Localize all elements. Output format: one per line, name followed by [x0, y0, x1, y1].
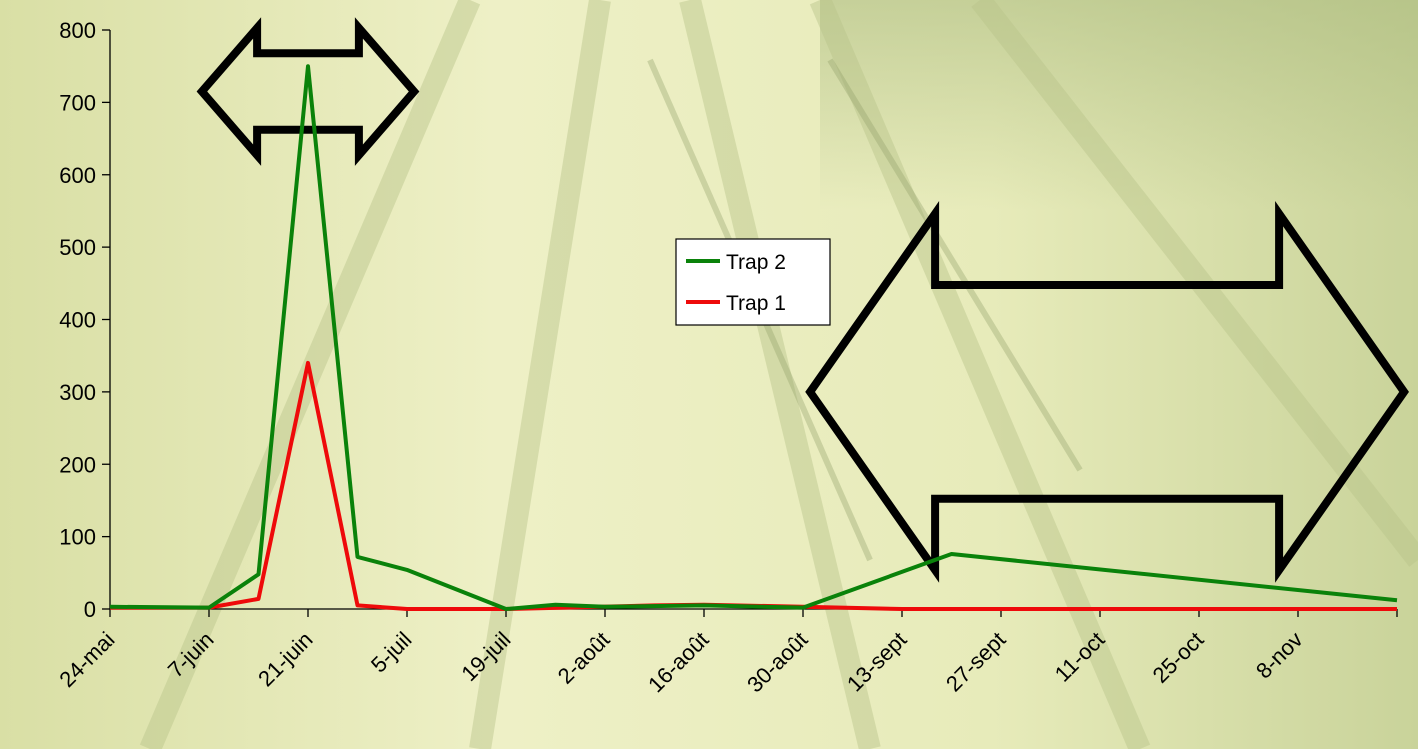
y-tick-label-700: 700: [59, 90, 96, 115]
legend-label-trap-2: Trap 2: [726, 251, 786, 274]
y-tick-label-300: 300: [59, 380, 96, 405]
annotations: [196, 17, 1409, 583]
y-tick-label-100: 100: [59, 525, 96, 550]
y-tick-label-400: 400: [59, 308, 96, 333]
y-tick-label-500: 500: [59, 235, 96, 260]
legend-label-trap-1: Trap 1: [726, 292, 786, 315]
double-arrow-annotation-1: [196, 17, 420, 166]
y-tick-label-200: 200: [59, 452, 96, 477]
legend-box: [675, 238, 831, 326]
y-tick-label-800: 800: [59, 18, 96, 43]
legend: Trap 2 Trap 1: [675, 238, 831, 326]
series-line-trap-1: [110, 360, 1397, 611]
double-arrow-annotation-2: [805, 201, 1409, 583]
y-tick-label-0: 0: [84, 597, 96, 622]
y-tick-label-600: 600: [59, 163, 96, 188]
plot-area: [109, 64, 1398, 611]
series-line-trap-2: [109, 64, 1398, 611]
